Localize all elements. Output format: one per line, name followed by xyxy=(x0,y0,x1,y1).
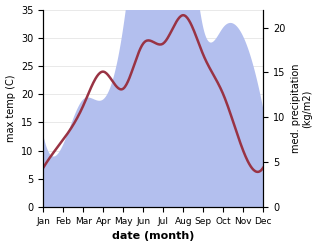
X-axis label: date (month): date (month) xyxy=(112,231,194,242)
Y-axis label: med. precipitation
(kg/m2): med. precipitation (kg/m2) xyxy=(291,64,313,153)
Y-axis label: max temp (C): max temp (C) xyxy=(5,75,16,142)
